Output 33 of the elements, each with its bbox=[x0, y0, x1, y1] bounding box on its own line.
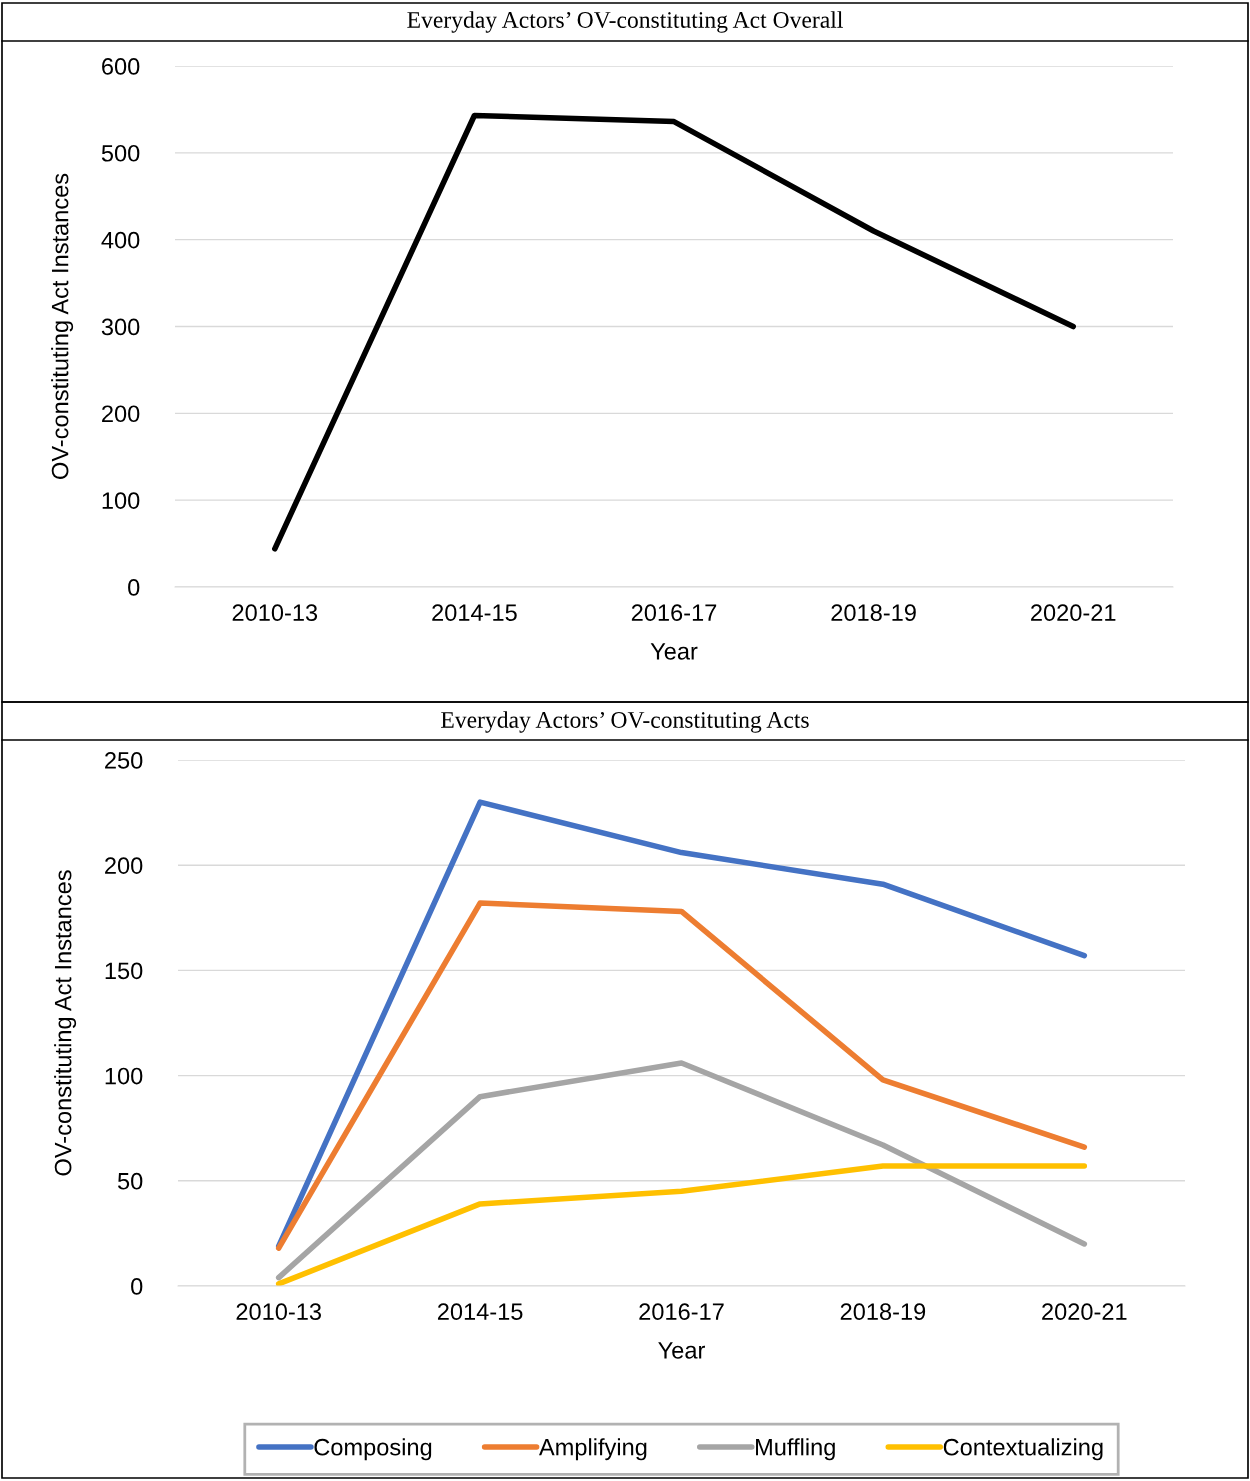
x-tick-label: 2014-15 bbox=[437, 1303, 523, 1321]
y-tick-label: 0 bbox=[131, 1278, 143, 1295]
x-tick-label: 2010-13 bbox=[232, 604, 318, 622]
chart-title: Everyday Actors’ OV-constituting Act Overall bbox=[407, 11, 843, 33]
legend-label: Amplifying bbox=[538, 1438, 647, 1461]
legend-label: Muffling bbox=[756, 1438, 835, 1461]
y-tick-label: 250 bbox=[105, 752, 143, 769]
y-tick-label: 100 bbox=[105, 1067, 143, 1085]
x-tick-label: 2016-17 bbox=[631, 604, 717, 622]
x-tick-label: 2020-21 bbox=[1042, 1303, 1127, 1321]
y-tick-label: 100 bbox=[102, 492, 140, 509]
y-tick-label: 200 bbox=[105, 857, 143, 874]
legend-label: Contextualizing bbox=[943, 1438, 1103, 1461]
legend-label: Composing bbox=[314, 1438, 432, 1461]
x-tick-label: 2018-19 bbox=[840, 1303, 926, 1321]
y-tick-label: 400 bbox=[101, 231, 140, 249]
y-axis-title: OV-constituting Act Instances bbox=[51, 173, 74, 479]
y-tick-label: 600 bbox=[102, 58, 140, 75]
y-tick-label: 150 bbox=[105, 962, 143, 980]
x-axis-title: Year bbox=[650, 643, 698, 660]
x-tick-label: 2020-21 bbox=[1031, 604, 1116, 622]
chart-title: Everyday Actors’ OV-constituting Acts bbox=[441, 711, 809, 733]
y-tick-label: 200 bbox=[102, 405, 140, 423]
x-tick-label: 2014-15 bbox=[432, 604, 517, 622]
x-tick-label: 2018-19 bbox=[831, 604, 916, 622]
x-tick-label: 2016-17 bbox=[639, 1303, 724, 1321]
x-tick-label: 2010-13 bbox=[236, 1303, 321, 1321]
y-tick-label: 50 bbox=[117, 1172, 143, 1190]
x-axis-title: Year bbox=[658, 1342, 705, 1359]
y-tick-label: 500 bbox=[101, 144, 140, 162]
y-tick-label: 0 bbox=[128, 579, 140, 596]
y-axis-title: OV-constituting Act Instances bbox=[54, 870, 77, 1176]
y-tick-label: 300 bbox=[101, 318, 140, 336]
